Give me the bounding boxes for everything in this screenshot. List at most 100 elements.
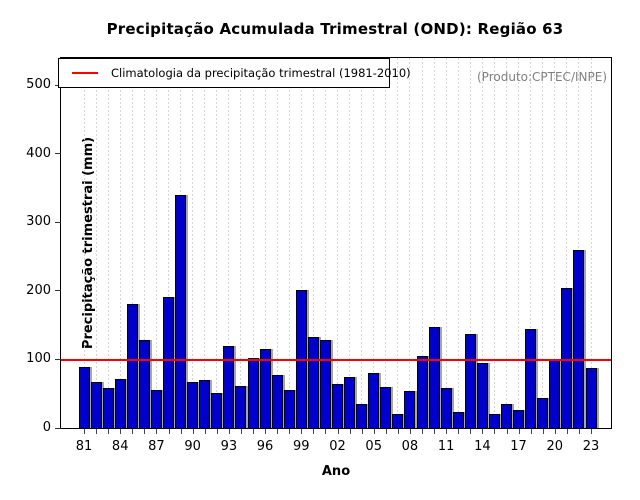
x-tick-96 <box>265 429 267 434</box>
x-tick-98 <box>289 429 291 434</box>
bar-22 <box>573 249 585 428</box>
gridline-10 <box>433 58 435 428</box>
x-tick-83 <box>108 429 110 434</box>
x-tick-label-05: 05 <box>365 439 382 454</box>
bar-21 <box>561 288 573 428</box>
x-tick-22 <box>578 429 580 434</box>
x-tick-14 <box>482 429 484 434</box>
bar-09 <box>416 356 428 428</box>
x-tick-99 <box>301 429 303 434</box>
x-tick-15 <box>494 429 496 434</box>
x-tick-09 <box>422 429 423 434</box>
x-tick-12 <box>458 429 460 434</box>
bar-99 <box>295 290 307 428</box>
y-tick-400 <box>55 153 61 155</box>
x-tick-10 <box>434 429 436 434</box>
gridline-92 <box>216 58 218 428</box>
gridline-99 <box>300 58 302 428</box>
bar-08 <box>404 391 416 428</box>
gridline-00 <box>312 58 314 428</box>
x-tick-90 <box>192 429 194 434</box>
gridline-12 <box>457 58 459 428</box>
bar-06 <box>380 386 392 428</box>
legend-red-line-icon <box>72 72 98 74</box>
bar-03 <box>344 376 356 428</box>
bar-89 <box>175 195 187 428</box>
x-axis-title: Ano <box>321 464 351 479</box>
gridline-17 <box>518 58 520 428</box>
x-tick-81 <box>84 429 85 434</box>
x-tick-label-20: 20 <box>546 439 564 454</box>
x-tick-16 <box>506 429 508 434</box>
bar-10 <box>428 327 440 428</box>
gridline-81 <box>83 58 85 428</box>
x-tick-18 <box>530 429 532 434</box>
x-tick-08 <box>409 429 411 434</box>
x-tick-label-87: 87 <box>148 439 165 454</box>
x-tick-11 <box>446 429 448 434</box>
bar-98 <box>283 389 295 428</box>
bar-11 <box>440 387 452 428</box>
bar-97 <box>271 375 283 428</box>
x-tick-label-90: 90 <box>184 439 201 454</box>
bar-84 <box>114 379 126 428</box>
x-tick-label-84: 84 <box>111 439 129 454</box>
gridline-06 <box>385 58 387 428</box>
x-tick-86 <box>144 429 146 434</box>
bar-16 <box>501 404 512 428</box>
gridline-09 <box>421 58 423 428</box>
gridline-16 <box>506 58 507 428</box>
gridline-86 <box>143 58 145 428</box>
legend: Climatologia da precipitação trimestral … <box>58 58 411 88</box>
x-tick-label-81: 81 <box>75 439 93 454</box>
gridline-03 <box>349 58 351 428</box>
gridline-98 <box>288 58 290 428</box>
y-tick-label-100: 100 <box>26 351 51 367</box>
y-tick-label-500: 500 <box>26 77 51 93</box>
bar-07 <box>392 413 404 428</box>
gridline-94 <box>240 58 242 428</box>
bar-81 <box>78 367 90 428</box>
x-tick-88 <box>168 429 170 434</box>
y-tick-label-0: 0 <box>42 420 51 435</box>
x-tick-82 <box>96 429 98 434</box>
x-tick-label-93: 93 <box>220 439 238 454</box>
gridline-15 <box>493 58 495 428</box>
x-tick-94 <box>240 429 242 434</box>
x-tick-93 <box>228 429 230 434</box>
bar-00 <box>307 336 319 428</box>
chart-title: Precipitação Acumulada Trimestral (OND):… <box>106 20 564 38</box>
gridline-84 <box>119 58 121 428</box>
x-tick-92 <box>216 429 218 434</box>
gridline-14 <box>481 58 483 428</box>
bar-93 <box>223 345 235 428</box>
x-tick-06 <box>385 429 387 434</box>
gridline-21 <box>566 58 568 428</box>
bar-17 <box>513 409 525 428</box>
gridline-01 <box>324 58 326 428</box>
bar-92 <box>211 393 223 428</box>
gridline-08 <box>409 58 411 428</box>
gridline-85 <box>131 58 133 428</box>
gridline-20 <box>554 58 556 428</box>
y-tick-100 <box>55 358 61 360</box>
x-tick-label-23: 23 <box>582 439 600 454</box>
bar-91 <box>199 380 211 428</box>
x-tick-label-02: 02 <box>329 439 346 454</box>
bar-94 <box>235 386 247 428</box>
bar-23 <box>585 367 597 428</box>
x-tick-91 <box>204 429 206 434</box>
x-tick-17 <box>518 429 520 434</box>
y-tick-label-300: 300 <box>26 214 51 230</box>
gridline-97 <box>276 58 278 428</box>
x-tick-95 <box>253 429 254 434</box>
bar-20 <box>549 360 561 428</box>
bar-83 <box>102 388 114 428</box>
gridline-82 <box>95 58 97 428</box>
x-tick-19 <box>542 429 544 434</box>
gridline-13 <box>469 58 471 428</box>
gridline-96 <box>264 58 266 428</box>
bar-88 <box>163 297 174 428</box>
bar-18 <box>525 329 537 428</box>
bar-01 <box>319 340 331 428</box>
